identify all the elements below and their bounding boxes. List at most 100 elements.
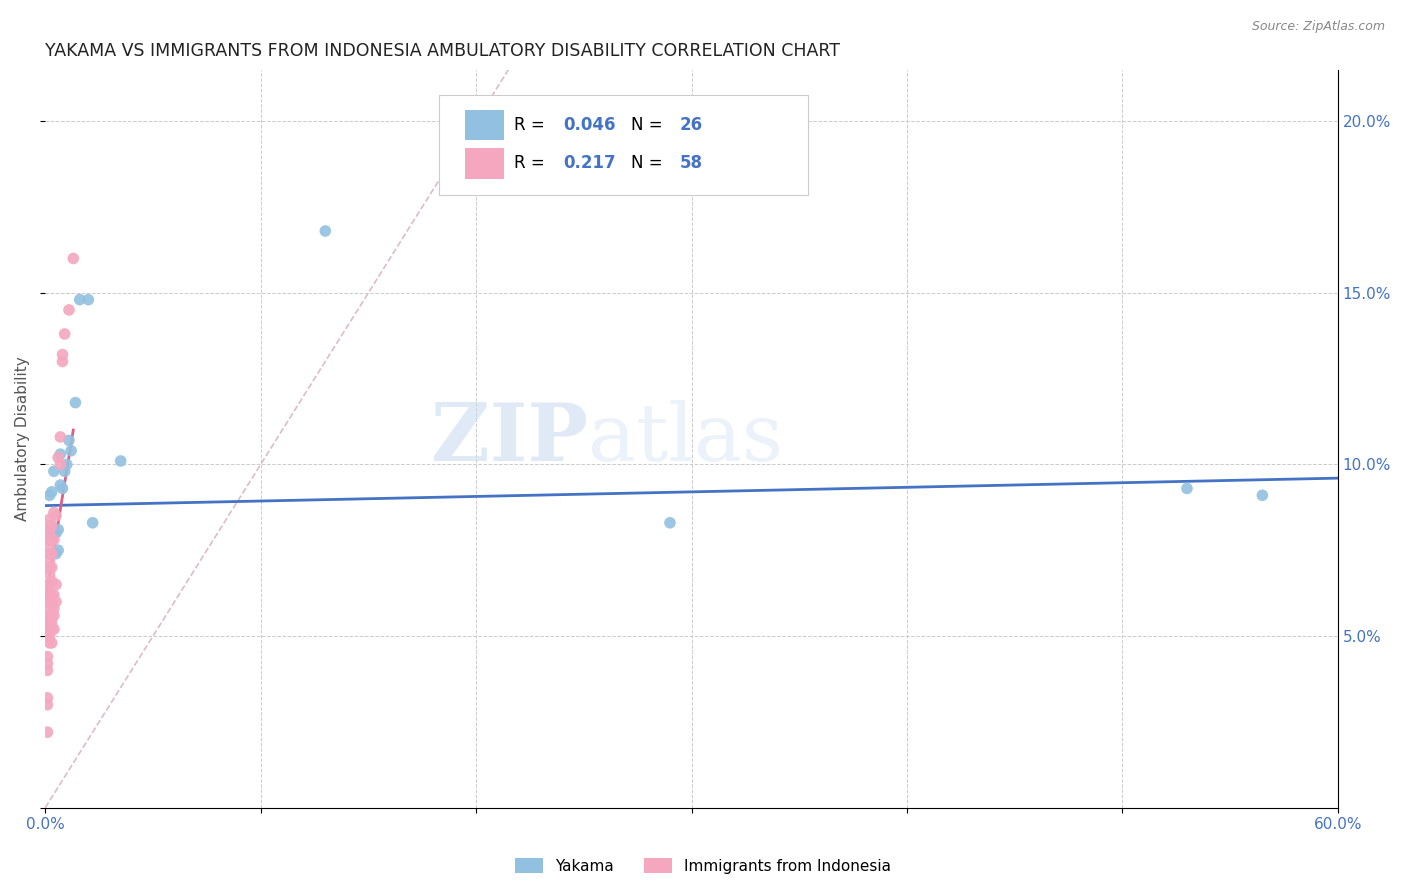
Point	[38, 615, 60, 630]
Point	[42, 622, 65, 636]
Point	[37, 615, 59, 630]
FancyBboxPatch shape	[465, 148, 505, 179]
Point	[38, 540, 60, 554]
Point	[42, 608, 65, 623]
Point	[41, 519, 63, 533]
Text: 58: 58	[681, 154, 703, 172]
Text: R =: R =	[515, 154, 555, 172]
Text: Source: ZipAtlas.com: Source: ZipAtlas.com	[1251, 20, 1385, 33]
FancyBboxPatch shape	[465, 110, 505, 141]
Point	[37, 649, 59, 664]
Point	[62, 252, 84, 266]
Point	[58, 302, 80, 317]
Text: N =: N =	[631, 116, 668, 134]
Point	[69, 293, 91, 307]
Point	[37, 612, 59, 626]
Point	[77, 293, 100, 307]
Point	[41, 574, 63, 588]
Legend: Yakama, Immigrants from Indonesia: Yakama, Immigrants from Indonesia	[509, 852, 897, 880]
Point	[65, 395, 87, 409]
Point	[82, 516, 104, 530]
Point	[42, 533, 65, 547]
Point	[51, 347, 73, 361]
Point	[37, 657, 59, 671]
Point	[37, 664, 59, 678]
Point	[41, 636, 63, 650]
Text: N =: N =	[631, 154, 668, 172]
Point	[41, 547, 63, 561]
Point	[37, 698, 59, 712]
Point	[38, 526, 60, 541]
Point	[38, 608, 60, 623]
Point	[45, 595, 67, 609]
Point	[53, 326, 76, 341]
Point	[60, 443, 83, 458]
Point	[38, 595, 60, 609]
Point	[42, 588, 65, 602]
Y-axis label: Ambulatory Disability: Ambulatory Disability	[15, 356, 30, 521]
Text: ZIP: ZIP	[432, 400, 588, 477]
Point	[41, 484, 63, 499]
Point	[38, 547, 60, 561]
Point	[56, 458, 79, 472]
Point	[41, 622, 63, 636]
Point	[49, 458, 72, 472]
Point	[49, 430, 72, 444]
Point	[38, 636, 60, 650]
Point	[38, 526, 60, 541]
Point	[41, 595, 63, 609]
Point	[49, 447, 72, 461]
Point	[51, 354, 73, 368]
Point	[53, 464, 76, 478]
Point	[38, 577, 60, 591]
Point	[41, 533, 63, 547]
Point	[38, 553, 60, 567]
Point	[1175, 482, 1198, 496]
Point	[38, 601, 60, 615]
Point	[46, 543, 69, 558]
Point	[38, 560, 60, 574]
Point	[41, 588, 63, 602]
Point	[45, 526, 67, 541]
Point	[110, 454, 132, 468]
Point	[49, 478, 72, 492]
Point	[46, 523, 69, 537]
Point	[38, 588, 60, 602]
Point	[37, 725, 59, 739]
Point	[38, 567, 60, 582]
Point	[46, 450, 69, 465]
Point	[41, 608, 63, 623]
Text: R =: R =	[515, 116, 551, 134]
Point	[37, 595, 59, 609]
Text: 0.217: 0.217	[564, 154, 616, 172]
Point	[41, 615, 63, 630]
Point	[314, 224, 336, 238]
Point	[37, 622, 59, 636]
Point	[38, 488, 60, 502]
Point	[42, 464, 65, 478]
Point	[41, 560, 63, 574]
Point	[38, 519, 60, 533]
Point	[41, 519, 63, 533]
Point	[37, 629, 59, 643]
Point	[38, 512, 60, 526]
Point	[45, 577, 67, 591]
Text: YAKAMA VS IMMIGRANTS FROM INDONESIA AMBULATORY DISABILITY CORRELATION CHART: YAKAMA VS IMMIGRANTS FROM INDONESIA AMBU…	[45, 42, 841, 60]
Point	[38, 629, 60, 643]
Text: atlas: atlas	[588, 400, 783, 477]
Point	[659, 516, 682, 530]
Text: 0.046: 0.046	[564, 116, 616, 134]
Point	[45, 547, 67, 561]
Text: 26: 26	[681, 116, 703, 134]
Point	[51, 482, 73, 496]
Point	[38, 533, 60, 547]
Point	[45, 508, 67, 523]
Point	[58, 434, 80, 448]
Point	[42, 506, 65, 520]
Point	[42, 601, 65, 615]
Point	[37, 690, 59, 705]
Point	[1251, 488, 1274, 502]
Point	[38, 622, 60, 636]
Point	[42, 526, 65, 541]
Point	[37, 577, 59, 591]
